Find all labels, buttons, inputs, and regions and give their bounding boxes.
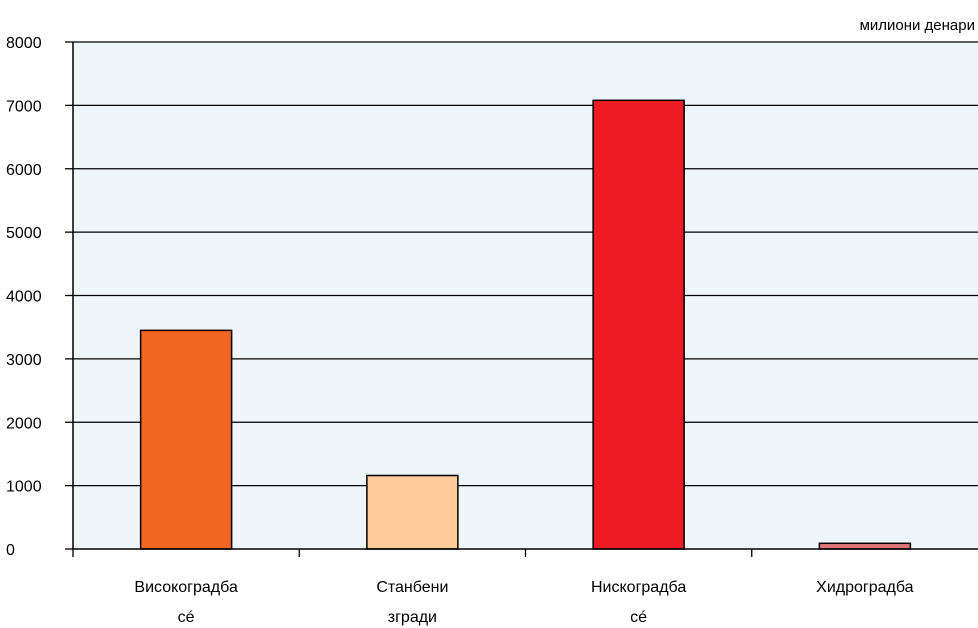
x-category-label: сé xyxy=(630,609,647,626)
bars xyxy=(139,99,912,550)
y-axis-ticks: 0 1000 2000 3000 4000 5000 6000 7000 8000 xyxy=(6,35,73,559)
x-category-label: Високоградба xyxy=(134,579,238,596)
x-category-label: згради xyxy=(388,609,437,626)
y-tick-label: 3000 xyxy=(6,352,42,369)
x-category-label: Хидроградба xyxy=(816,579,914,596)
y-tick-label: 0 xyxy=(6,542,15,559)
x-category-label: Нискоградба xyxy=(591,579,686,596)
x-category-label: сé xyxy=(178,609,195,626)
y-tick-label: 2000 xyxy=(6,415,42,432)
y-tick-label: 7000 xyxy=(6,98,42,115)
bar xyxy=(139,329,233,550)
bar xyxy=(592,99,685,550)
bar xyxy=(818,542,912,550)
y-tick-label: 6000 xyxy=(6,162,42,179)
x-category-label: Станбени xyxy=(376,579,448,596)
y-tick-label: 1000 xyxy=(6,479,42,496)
y-tick-label: 4000 xyxy=(6,289,42,306)
x-axis-ticks xyxy=(72,549,753,557)
unit-label: милиони денари xyxy=(860,17,975,34)
y-tick-label: 5000 xyxy=(6,225,42,242)
y-tick-label: 8000 xyxy=(6,35,42,52)
x-axis-labels: Високоградба сé Станбени згради Нискоградба с… xyxy=(134,579,913,626)
bar xyxy=(366,474,459,550)
